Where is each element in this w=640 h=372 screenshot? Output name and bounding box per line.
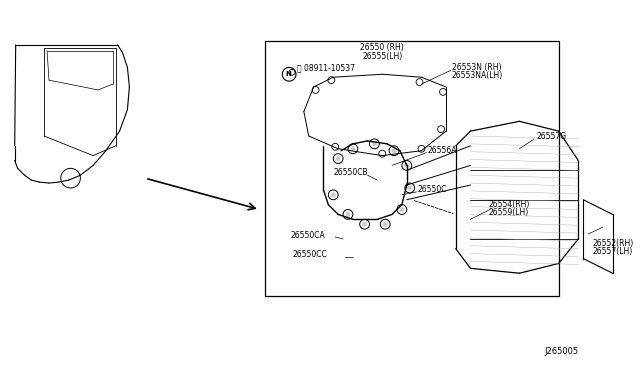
- Text: 26557G: 26557G: [536, 132, 566, 141]
- Text: 26550CB: 26550CB: [333, 168, 368, 177]
- Circle shape: [331, 192, 336, 197]
- Text: 26557(LH): 26557(LH): [593, 247, 633, 256]
- Circle shape: [404, 163, 409, 168]
- Text: 26556A: 26556A: [428, 146, 457, 155]
- Circle shape: [351, 146, 355, 151]
- Text: 26559(LH): 26559(LH): [488, 208, 529, 217]
- Text: J265005: J265005: [544, 347, 579, 356]
- Text: 26550C: 26550C: [417, 185, 447, 195]
- Circle shape: [282, 67, 296, 81]
- Text: 26553NA(LH): 26553NA(LH): [452, 71, 503, 80]
- Text: 26553N (RH): 26553N (RH): [452, 63, 501, 72]
- Circle shape: [383, 222, 388, 227]
- Text: ⓝ 08911-10537: ⓝ 08911-10537: [297, 63, 355, 72]
- FancyBboxPatch shape: [265, 41, 559, 296]
- Circle shape: [372, 141, 377, 146]
- Circle shape: [392, 148, 396, 153]
- Text: N: N: [285, 71, 291, 77]
- Text: 26552(RH): 26552(RH): [593, 239, 634, 248]
- Text: 26555(LH): 26555(LH): [362, 52, 403, 61]
- Text: 26550CA: 26550CA: [290, 231, 325, 240]
- Circle shape: [346, 212, 351, 217]
- Circle shape: [362, 222, 367, 227]
- Text: 26554(RH): 26554(RH): [488, 200, 529, 209]
- Circle shape: [336, 156, 340, 161]
- Text: 26550CC: 26550CC: [292, 250, 327, 259]
- Text: 26550 (RH): 26550 (RH): [360, 43, 404, 52]
- Circle shape: [407, 186, 412, 190]
- Circle shape: [399, 207, 404, 212]
